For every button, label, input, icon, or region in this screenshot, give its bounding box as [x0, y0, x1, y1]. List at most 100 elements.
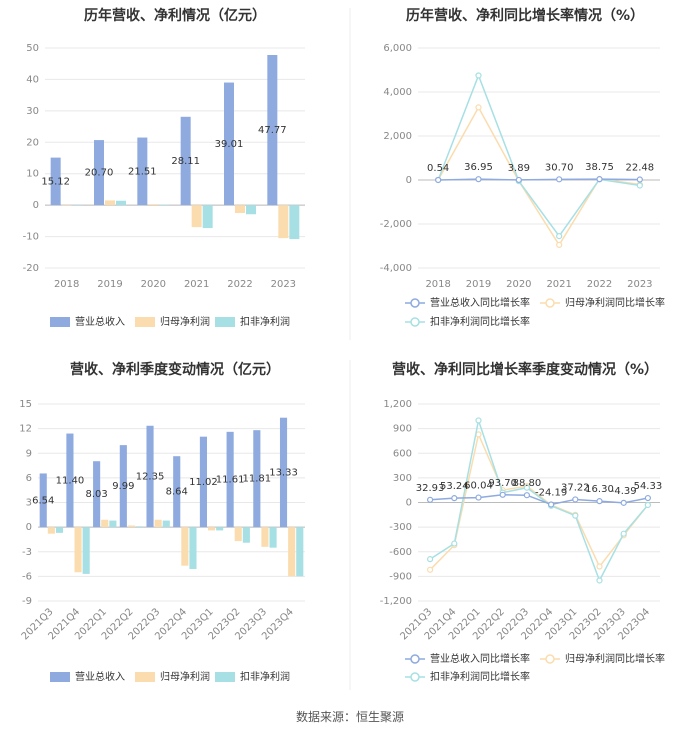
- line-value-label: -24.19: [535, 487, 567, 498]
- bar-value-label: 15.12: [41, 176, 70, 187]
- bar-deducted_net: [242, 527, 250, 543]
- y-tick-label: -20: [23, 263, 39, 274]
- bar-revenue: [93, 461, 101, 528]
- bar-parent_net: [148, 204, 159, 206]
- point-deducted_net: [427, 556, 434, 563]
- bar-revenue: [279, 417, 288, 528]
- bar-revenue: [146, 425, 154, 528]
- legend-label: 归母净利润: [160, 315, 210, 328]
- bar-deducted_net: [136, 526, 144, 528]
- bar-value-label: 13.33: [269, 467, 298, 478]
- legend-swatch: [50, 317, 70, 327]
- legend-label: 营业总收入同比增长率: [430, 296, 530, 309]
- y-tick-label: 30: [26, 106, 39, 117]
- point-deducted_net: [556, 233, 563, 240]
- bar-deducted_net: [289, 205, 300, 240]
- bar-deducted_net: [162, 520, 170, 528]
- x-tick-label: 2022: [587, 279, 612, 290]
- bar-deducted_net: [189, 527, 197, 569]
- bar-parent_net: [101, 519, 109, 528]
- point-deducted_net: [451, 540, 458, 547]
- bar-revenue: [50, 157, 61, 206]
- y-tick-label: 0: [33, 200, 39, 211]
- y-tick-label: 600: [393, 448, 412, 459]
- y-tick-label: 6,000: [383, 43, 412, 54]
- point-deducted_net: [596, 577, 603, 584]
- bar-deducted_net: [72, 205, 83, 206]
- legend-label: 营业总收入: [75, 315, 125, 328]
- bar-parent_net: [278, 205, 289, 239]
- bar-value-label: 11.40: [56, 475, 85, 486]
- point-parent_net: [427, 566, 434, 573]
- bar-parent_net: [74, 527, 82, 573]
- bar-revenue: [66, 433, 74, 528]
- bar-value-label: 47.77: [258, 125, 287, 136]
- line-value-label: 60.04: [464, 481, 493, 492]
- y-tick-label: -9: [22, 596, 32, 607]
- point-revenue: [475, 176, 482, 183]
- legend-label: 扣非净利润: [240, 315, 290, 328]
- x-tick-label: 2022: [227, 279, 252, 290]
- bar-parent_net: [207, 527, 216, 531]
- line-value-label: 54.33: [634, 481, 663, 492]
- bar-parent_net: [191, 205, 202, 228]
- line-revenue: [438, 178, 640, 181]
- chart-title: 营收、净利同比增长率季度变动情况（%）: [392, 361, 658, 378]
- bar-deducted_net: [82, 527, 90, 574]
- chart-panel-3: 营收、净利季度变动情况（亿元）-9-6-3036912152021Q32021Q…: [19, 361, 305, 683]
- y-tick-label: 12: [19, 424, 32, 435]
- bar-parent_net: [288, 527, 296, 577]
- chart-panel-4: 营收、净利同比增长率季度变动情况（%） -1,200 -900 -600 -300 0 30…: [380, 361, 665, 683]
- bar-revenue: [224, 82, 234, 206]
- y-tick-label: -3: [22, 547, 32, 558]
- x-tick-label: 2018: [425, 279, 450, 290]
- chart-panel-1: 历年营收、净利情况（亿元） -20 -10 0 10 20 30 40 50 2018 2019 20…: [23, 7, 305, 328]
- bar-revenue: [119, 445, 127, 528]
- bar-parent_net: [234, 527, 242, 542]
- y-tick-label: 900: [393, 424, 412, 435]
- legend-label: 归母净利润同比增长率: [565, 296, 665, 309]
- point-revenue: [499, 491, 506, 498]
- point-revenue: [620, 499, 627, 506]
- line-value-label: 0.54: [427, 163, 449, 174]
- y-tick-label: 15: [19, 399, 32, 410]
- chart-title: 历年营收、净利同比增长率情况（%）: [406, 7, 644, 24]
- bar-value-label: 21.51: [128, 166, 157, 177]
- y-tick-label: -10: [23, 232, 39, 243]
- y-tick-label: 9: [26, 448, 32, 459]
- legend-swatch-marker: [410, 298, 420, 308]
- bar-deducted_net: [269, 527, 277, 548]
- line-value-label: 36.95: [464, 162, 493, 173]
- x-tick-label: 2021: [184, 279, 209, 290]
- point-revenue: [556, 176, 563, 183]
- point-deducted_net: [523, 484, 531, 491]
- point-revenue: [523, 492, 531, 499]
- bar-revenue: [253, 430, 261, 528]
- y-tick-label: 3: [26, 498, 32, 509]
- x-tick-label: 2020: [141, 279, 166, 290]
- bar-parent_net: [261, 527, 269, 547]
- point-parent_net: [475, 104, 482, 111]
- point-parent_net: [596, 563, 603, 570]
- data-source-note: 数据来源：恒生聚源: [295, 710, 404, 724]
- line-value-label: 16.30: [585, 484, 614, 495]
- line-parent_net: [429, 431, 649, 571]
- line-value-label: 88.80: [513, 478, 542, 489]
- legend-label: 营业总收入同比增长率: [430, 652, 530, 665]
- bar-parent_net: [181, 527, 189, 566]
- bar-deducted_net: [159, 204, 170, 206]
- bar-deducted_net: [55, 527, 64, 533]
- line-value-label: -4.39: [611, 486, 637, 497]
- y-tick-label: 0: [406, 498, 412, 509]
- legend-swatch-marker: [410, 672, 420, 682]
- point-revenue: [596, 176, 603, 183]
- legend-label: 归母净利润同比增长率: [565, 652, 665, 665]
- line-value-label: 32.93: [416, 483, 445, 494]
- y-tick-label: 10: [26, 169, 39, 180]
- y-tick-label: -4,000: [380, 263, 412, 274]
- chart-title: 营收、净利季度变动情况（亿元）: [70, 361, 280, 378]
- line-value-label: 93.70: [488, 478, 517, 489]
- point-deducted_net: [620, 530, 627, 537]
- legend-label: 扣非净利润同比增长率: [430, 670, 530, 683]
- point-deducted_net: [644, 501, 652, 509]
